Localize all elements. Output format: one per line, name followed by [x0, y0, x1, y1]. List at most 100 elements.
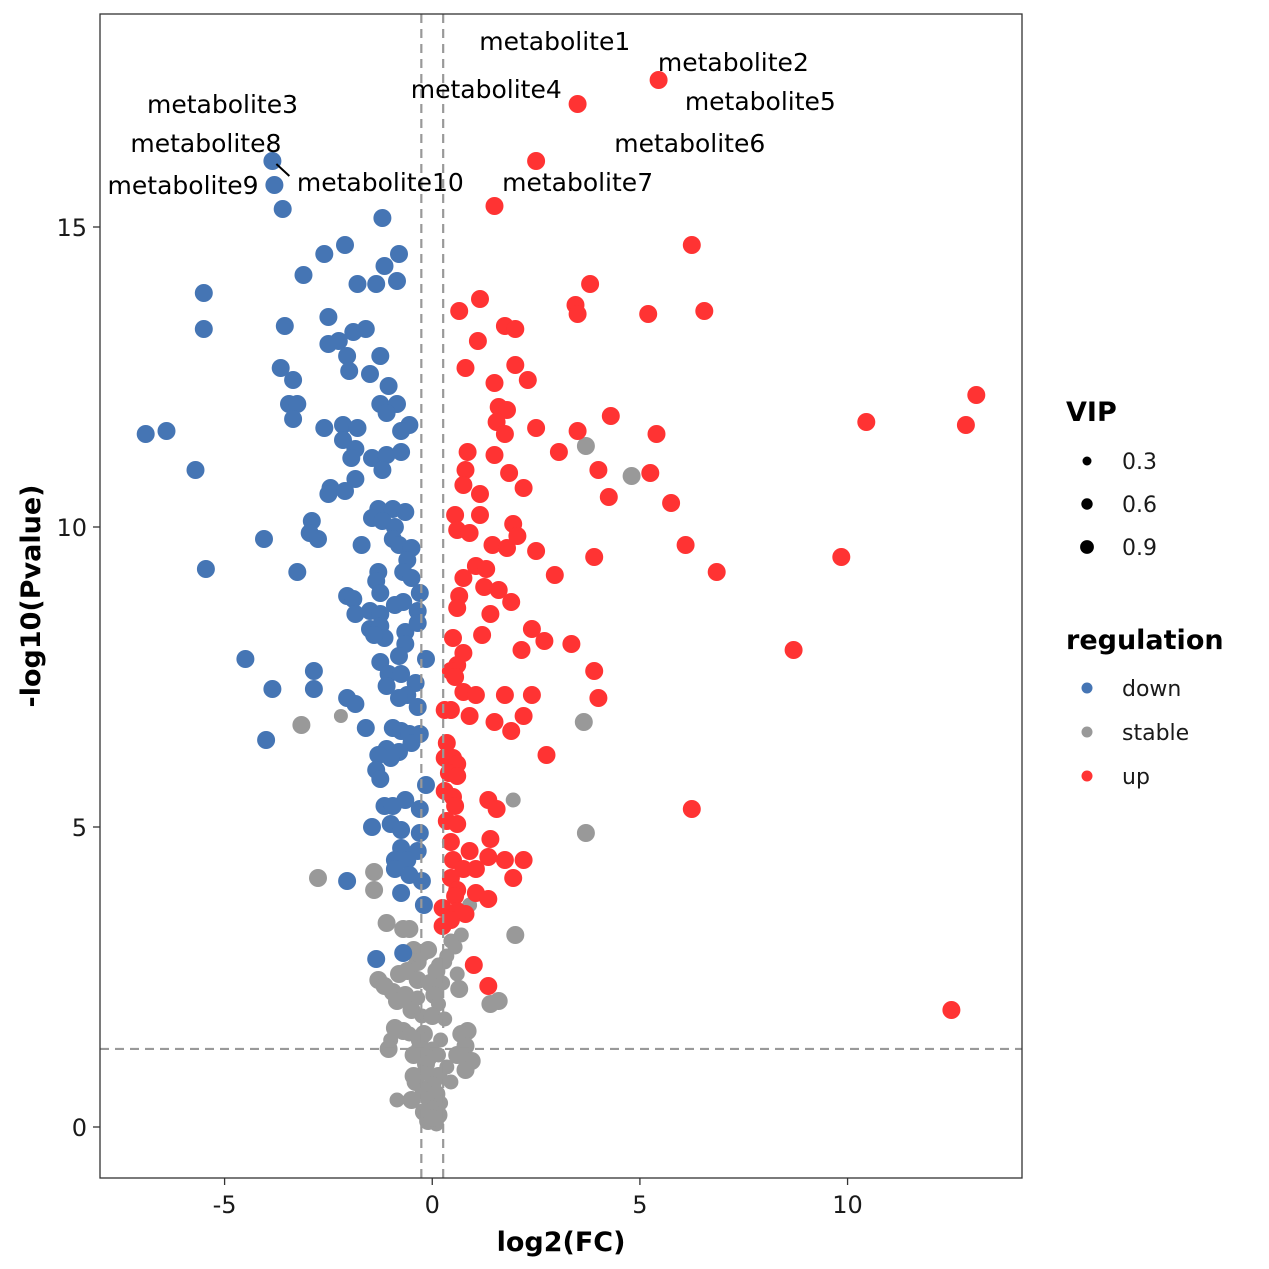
legend-vip-label: 0.3	[1122, 450, 1157, 475]
point-down	[408, 614, 427, 632]
point-stable	[450, 980, 469, 998]
point-down	[338, 872, 357, 890]
point-stable	[385, 1019, 404, 1037]
point-down	[392, 821, 411, 839]
point-down	[273, 200, 292, 218]
point-stable	[423, 1007, 442, 1025]
point-down	[375, 257, 394, 275]
point-down	[373, 461, 392, 479]
point-up	[495, 425, 514, 443]
y-tick-label: 0	[72, 1114, 87, 1142]
point-up	[460, 524, 479, 542]
point-up	[456, 461, 475, 479]
point-stable	[404, 1046, 423, 1064]
point-up	[454, 476, 473, 494]
y-axis-title: -log10(Pvalue)	[16, 485, 47, 708]
point-down	[361, 365, 379, 383]
point-up	[479, 890, 498, 908]
point-down	[194, 320, 213, 338]
point-up	[481, 605, 500, 623]
point-up	[682, 236, 701, 254]
point-down	[334, 431, 352, 449]
point-up	[585, 662, 604, 680]
point-down	[410, 800, 429, 818]
point-down	[410, 584, 429, 602]
point-up	[522, 620, 541, 638]
point-up	[522, 686, 541, 704]
point-up	[682, 800, 701, 818]
point-down	[414, 896, 433, 914]
point-down	[346, 695, 365, 713]
y-tick-label: 10	[56, 514, 87, 542]
point-up	[535, 632, 554, 650]
point-stable	[443, 1074, 459, 1090]
point-up	[485, 197, 504, 215]
point-stable	[574, 713, 593, 731]
point-down	[377, 404, 396, 422]
legend-vip-label: 0.6	[1122, 493, 1157, 518]
annotation-label: metabolite4	[411, 75, 562, 104]
point-up	[489, 581, 508, 599]
point-down	[390, 689, 408, 707]
legend-regulation-label: stable	[1122, 721, 1189, 746]
point-down	[275, 317, 294, 335]
point-down	[288, 395, 307, 413]
point-down	[379, 377, 398, 395]
annotation-label: metabolite8	[130, 129, 281, 158]
point-down	[408, 698, 427, 716]
point-stable	[456, 1061, 475, 1079]
annotation-label: metabolite7	[502, 168, 653, 197]
point-up	[498, 401, 516, 419]
point-down	[336, 482, 354, 500]
y-tick-label: 5	[72, 814, 87, 842]
point-up	[471, 485, 489, 503]
point-down	[340, 362, 359, 380]
point-down	[271, 359, 290, 377]
x-tick-label: 5	[632, 1191, 647, 1219]
point-stable	[419, 941, 438, 959]
point-up	[568, 422, 587, 440]
point-up	[448, 815, 467, 833]
annotation-label: metabolite2	[658, 48, 809, 77]
annotation-leader-line	[275, 163, 291, 177]
point-stable	[402, 1091, 421, 1109]
point-up	[487, 800, 506, 818]
point-up	[562, 635, 581, 653]
point-stable	[448, 1046, 467, 1064]
point-stable	[423, 1109, 442, 1127]
point-up	[568, 305, 587, 323]
point-down	[304, 662, 323, 680]
point-down	[352, 536, 371, 554]
point-up	[599, 488, 618, 506]
axes: -5 0 5 10 0 5 10 15	[56, 214, 862, 1219]
point-up	[506, 356, 525, 374]
point-up	[433, 917, 452, 935]
point-down	[255, 530, 273, 548]
point-up	[479, 848, 498, 866]
point-stable	[389, 1092, 405, 1108]
point-up	[500, 464, 519, 482]
point-down	[348, 419, 367, 437]
point-up	[601, 407, 620, 425]
point-down	[319, 485, 338, 503]
annotation-label: metabolite1	[479, 27, 630, 56]
point-up	[942, 1001, 961, 1019]
point-down	[136, 425, 155, 443]
annotation-label: metabolite3	[147, 90, 298, 119]
point-up	[514, 479, 533, 497]
point-down	[257, 731, 276, 749]
point-up	[568, 95, 587, 113]
point-up	[498, 539, 516, 557]
point-down	[288, 563, 307, 581]
point-down	[392, 422, 411, 440]
point-up	[527, 152, 546, 170]
point-down	[309, 530, 327, 548]
point-up	[456, 359, 475, 377]
point-down	[392, 884, 411, 902]
point-up	[581, 275, 600, 293]
point-down	[319, 308, 338, 326]
point-down	[388, 272, 406, 290]
point-up	[456, 905, 475, 923]
x-axis-title: log2(FC)	[497, 1227, 626, 1258]
